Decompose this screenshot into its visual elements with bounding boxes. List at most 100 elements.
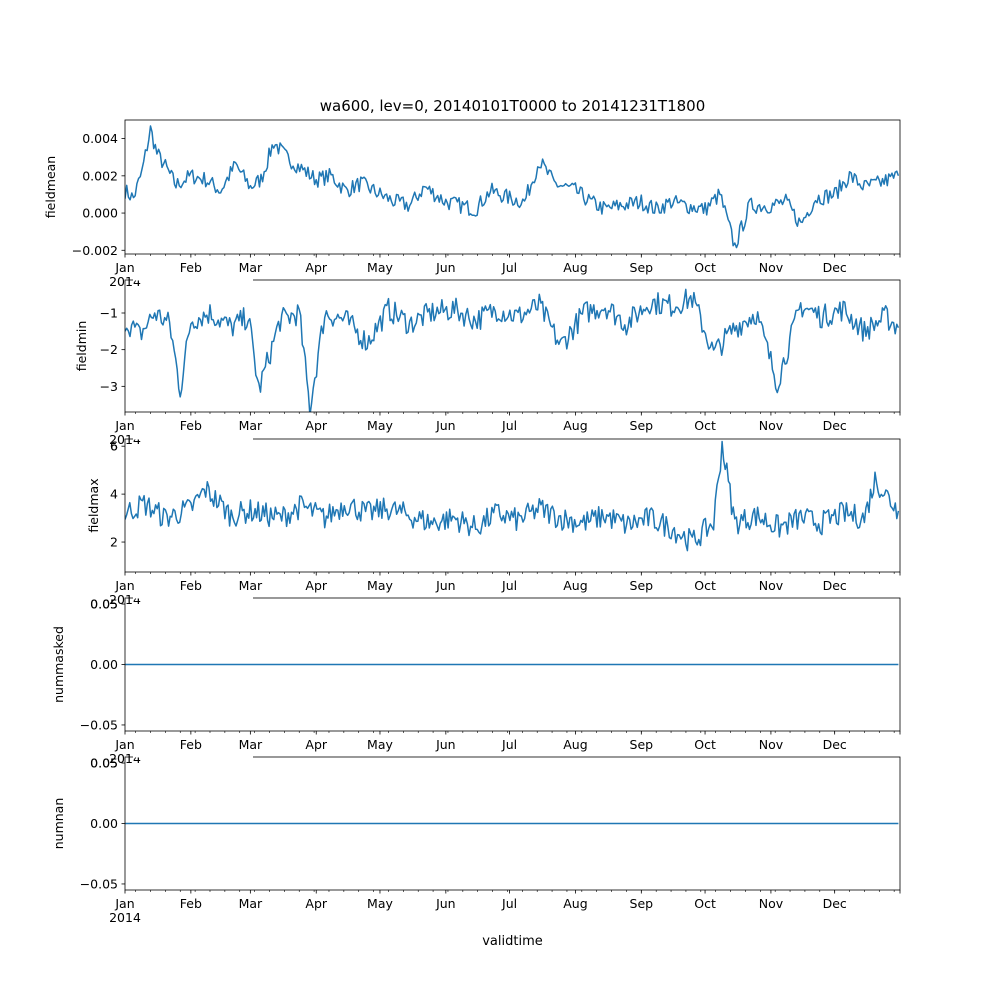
x-tick-label: Nov <box>759 578 784 593</box>
x-year-label: 2014 <box>109 910 141 925</box>
y-tick-label: 0.00 <box>90 657 118 672</box>
y-axis-label-numnan: numnan <box>51 798 66 850</box>
x-tick-label: Dec <box>823 578 847 593</box>
y-tick-label: −3 <box>100 379 118 394</box>
x-tick-label: May <box>367 737 393 752</box>
x-axis-label: validtime <box>482 934 543 949</box>
x-tick-label: Nov <box>759 737 784 752</box>
x-tick-label: Jun <box>435 896 456 911</box>
x-tick-label: Jan <box>114 418 134 433</box>
y-tick-label: −0.05 <box>80 717 118 732</box>
x-tick-label: Jan <box>114 260 134 275</box>
x-tick-label: Oct <box>694 896 716 911</box>
x-tick-label: Nov <box>759 896 784 911</box>
x-tick-label: Feb <box>180 737 202 752</box>
x-tick-label: Feb <box>180 260 202 275</box>
x-tick-label: Aug <box>563 896 587 911</box>
x-tick-label: Jun <box>435 260 456 275</box>
x-tick-label: Apr <box>305 260 327 275</box>
year-label-mask <box>133 594 253 599</box>
panel-fieldmin: −3 −2 −1 fieldmin Jan Feb Mar Apr May Jun Jul Aug Se… <box>74 279 901 447</box>
x-tick-label: Jun <box>435 737 456 752</box>
x-tick-label: May <box>367 896 393 911</box>
year-label-mask <box>133 434 253 440</box>
x-tick-label: Dec <box>823 260 847 275</box>
x-tick-label: Jan <box>114 737 134 752</box>
x-tick-label: May <box>367 578 393 593</box>
series-line-fieldmax <box>125 440 900 552</box>
x-tick-label: Sep <box>630 418 654 433</box>
axes-frame-fieldmax <box>124 438 901 573</box>
y-tick-label: 0.05 <box>90 597 118 612</box>
panel-nummasked: −0.05 0.00 0.05 nummasked Jan Feb Mar Apr May Jun… <box>51 597 901 766</box>
y-tick-label: 4 <box>110 487 118 502</box>
axes-frame-fieldmean <box>124 119 901 255</box>
panel-numnan: −0.05 0.00 0.05 numnan Jan Feb Mar Apr May Jun Jul… <box>51 756 901 925</box>
x-tick-label: Sep <box>630 260 654 275</box>
x-tick-label: Mar <box>239 418 263 433</box>
x-tick-label: Feb <box>180 418 202 433</box>
y-axis-label-fieldmean: fieldmean <box>43 156 58 218</box>
x-tick-label: Dec <box>823 418 847 433</box>
y-tick-label: −2 <box>100 342 118 357</box>
x-tick-label: Jul <box>501 418 517 433</box>
y-axis-label-nummasked: nummasked <box>51 626 66 703</box>
x-tick-label: Sep <box>630 578 654 593</box>
x-tick-label: Jul <box>501 896 517 911</box>
x-tick-label: Aug <box>563 578 587 593</box>
x-tick-label: Apr <box>305 418 327 433</box>
x-tick-label: Oct <box>694 578 716 593</box>
x-tick-label: Jan <box>114 578 134 593</box>
y-tick-label: 0.002 <box>82 168 118 183</box>
x-tick-label: Apr <box>305 578 327 593</box>
y-tick-label: 0.004 <box>82 131 118 146</box>
year-label-mask <box>133 753 253 758</box>
x-tick-label: Mar <box>239 737 263 752</box>
y-tick-label: 2 <box>110 535 118 550</box>
x-tick-label: Apr <box>305 737 327 752</box>
x-tick-label: May <box>367 260 393 275</box>
x-tick-label: Oct <box>694 418 716 433</box>
chart-title: wa600, lev=0, 20140101T0000 to 20141231T… <box>320 97 706 115</box>
axes-frame-fieldmin <box>124 279 901 413</box>
series-line-fieldmin <box>125 288 900 412</box>
x-tick-label: Jan <box>114 896 134 911</box>
y-tick-label: 0.05 <box>90 597 118 612</box>
y-tick-label: −0.05 <box>80 876 118 891</box>
y-tick-label: −0.002 <box>72 243 118 258</box>
x-tick-label: Aug <box>563 737 587 752</box>
x-tick-label: Mar <box>239 578 263 593</box>
x-tick-label: Jul <box>501 737 517 752</box>
x-tick-label: Dec <box>823 896 847 911</box>
y-axis-label-fieldmax: fieldmax <box>86 478 101 532</box>
x-tick-label: Jun <box>435 418 456 433</box>
x-tick-label: Feb <box>180 578 202 593</box>
y-tick-label: 0.000 <box>82 206 118 221</box>
year-label-mask <box>133 276 253 281</box>
x-tick-label: Oct <box>694 260 716 275</box>
x-tick-label: Nov <box>759 418 784 433</box>
y-tick-label: 0.00 <box>90 816 118 831</box>
x-tick-label: Sep <box>630 896 654 911</box>
panel-fieldmax: 2 4 6 fieldmax Jan Feb Mar Apr May Jun Jul Aug Sep Oc… <box>86 438 901 607</box>
y-tick-label: −1 <box>100 306 118 321</box>
x-tick-label: Dec <box>823 737 847 752</box>
x-tick-label: Mar <box>239 260 263 275</box>
x-tick-label: Sep <box>630 737 654 752</box>
x-tick-label: Jul <box>501 260 517 275</box>
x-tick-label: Oct <box>694 737 716 752</box>
y-tick-label: 0.05 <box>90 756 118 771</box>
x-tick-label: Aug <box>563 260 587 275</box>
y-tick-label: 6 <box>110 439 118 454</box>
x-tick-label: Nov <box>759 260 784 275</box>
x-tick-label: Aug <box>563 418 587 433</box>
y-tick-label: 0.05 <box>90 756 118 771</box>
x-tick-label: May <box>367 418 393 433</box>
x-tick-label: Jul <box>501 578 517 593</box>
x-tick-label: Mar <box>239 896 263 911</box>
y-tick-label: 6 <box>110 439 118 454</box>
panel-fieldmean: −0.002 0.000 0.002 0.004 fieldmean Jan Feb Mar A… <box>43 119 901 289</box>
y-axis-label-fieldmin: fieldmin <box>74 321 89 372</box>
